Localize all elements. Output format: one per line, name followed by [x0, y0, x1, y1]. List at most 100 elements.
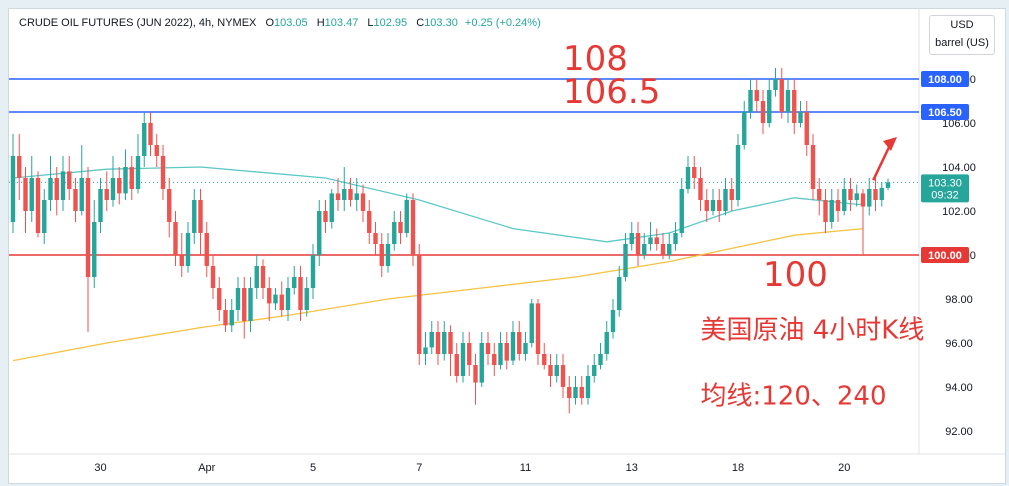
candle-body [223, 310, 228, 326]
candle-body [348, 189, 353, 200]
chart-frame: 92.00 94.00 96.00 98.00 100.00 102.00 104.00 10… [8, 8, 1006, 484]
candle-body [410, 200, 416, 255]
candle-body [810, 145, 816, 189]
low-value: 102.95 [373, 17, 408, 29]
candle-body [473, 365, 478, 383]
candle-body [429, 332, 434, 348]
candle-body [367, 211, 372, 233]
candle-body [829, 200, 834, 222]
candle-body [423, 347, 428, 354]
candle-body [179, 255, 184, 266]
candle-body [585, 376, 591, 398]
candle-body [42, 200, 47, 233]
y-tick-label: 102.00 [942, 206, 976, 218]
currency-unit-selector[interactable]: USD barrel (US) [929, 15, 995, 55]
candle-body [104, 189, 109, 200]
candle-body [667, 244, 672, 255]
candle-body [860, 193, 866, 207]
candle-body [210, 266, 216, 288]
candle-body [329, 193, 334, 222]
candle-body [604, 332, 609, 354]
price-chart[interactable]: 92.00 94.00 96.00 98.00 100.00 102.00 104.00 10… [9, 9, 1005, 483]
candle-body [704, 200, 709, 211]
candle-body [248, 288, 253, 321]
y-tick-label: 96.00 [945, 338, 973, 350]
candle-body [23, 178, 28, 211]
candle-body [298, 277, 303, 310]
candle-body [192, 200, 197, 233]
candle-body [98, 189, 103, 222]
ma120-line [12, 166, 863, 243]
candle-body [679, 189, 684, 233]
candle-body [379, 244, 384, 266]
candle-body [492, 354, 497, 365]
candle-body [335, 193, 341, 200]
candle-body [642, 244, 647, 255]
candle-body [60, 171, 66, 200]
annotation-text: 均线:120、240 [701, 382, 887, 412]
candle-body [885, 182, 891, 188]
candle-body [85, 178, 91, 277]
candle-body [685, 167, 691, 189]
candle-body [617, 277, 622, 310]
level-price-label: 100.00 [928, 250, 962, 262]
annotation-text: 100 [763, 255, 828, 295]
candle-body [354, 193, 359, 200]
x-tick-label: 18 [732, 462, 744, 474]
candle-body [785, 90, 791, 112]
candle-body [160, 156, 166, 189]
candle-body [17, 156, 22, 178]
low-label: L [367, 17, 374, 29]
candle-body [148, 123, 153, 145]
level-price-label: 108.00 [928, 74, 962, 86]
candle-body [229, 310, 234, 326]
candle-body [448, 332, 453, 354]
candle-body [292, 277, 297, 288]
candle-body [623, 244, 628, 277]
candle-body [635, 233, 641, 255]
candle-body [392, 222, 397, 244]
candle-body [385, 244, 391, 266]
candle-body [592, 365, 597, 376]
candle-body [135, 156, 141, 189]
candle-body [629, 233, 634, 244]
candle-body [879, 187, 884, 200]
candle-body [717, 200, 722, 211]
candle-body [285, 288, 291, 310]
candle-body [73, 189, 78, 211]
level-price-tag [921, 247, 969, 263]
candle-body [848, 189, 853, 200]
candle-body [154, 145, 159, 156]
candle-body [560, 365, 566, 387]
candle-body [79, 178, 84, 211]
candle-body [535, 303, 541, 354]
candle-body [654, 237, 659, 244]
candle-body [529, 303, 534, 343]
candle-body [342, 189, 347, 200]
candle-body [523, 343, 528, 354]
candle-body [242, 288, 247, 321]
x-tick-label: 13 [626, 462, 638, 474]
candle-body [279, 294, 284, 310]
y-tick-label: 92.00 [945, 426, 973, 438]
candle-body [779, 79, 784, 112]
candle-body [117, 178, 122, 194]
candle-body [185, 233, 191, 266]
candle-body [198, 200, 203, 233]
candle-body [567, 387, 572, 398]
candle-body [204, 233, 209, 266]
candle-body [504, 343, 509, 361]
y-tick-label: 104.00 [942, 162, 976, 174]
candle-body [317, 211, 322, 255]
candle-body [273, 294, 278, 304]
y-tick-label: 94.00 [945, 382, 973, 394]
close-label: C [416, 17, 425, 29]
candle-body [442, 332, 447, 354]
open-value: 103.05 [274, 17, 308, 29]
candle-body [235, 288, 241, 310]
x-tick-label: 11 [520, 462, 531, 474]
candle-body [648, 237, 653, 244]
candle-body [35, 178, 41, 233]
arrow-shaft [872, 142, 893, 181]
candle-body [310, 255, 316, 288]
